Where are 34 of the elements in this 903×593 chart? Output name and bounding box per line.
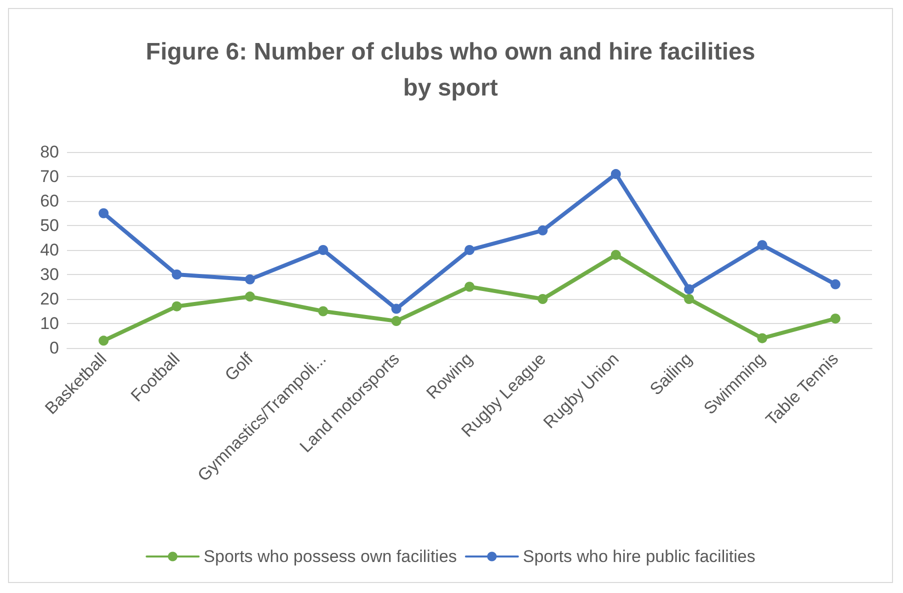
point [538,294,548,304]
y-tick-label: 20 [40,290,59,308]
point [757,240,768,250]
point [244,292,255,302]
point [318,306,328,316]
y-tick-label: 60 [40,192,59,210]
y-tick-label: 30 [40,265,59,284]
point [172,301,182,312]
point [98,208,109,218]
point [464,282,474,292]
point [318,245,328,255]
point [830,279,840,290]
point [391,304,402,314]
point [610,250,621,260]
chart-title: Figure 6: Number of clubs who own and hire facilities by sport [146,38,756,102]
point [610,169,621,180]
y-tick-label: 80 [40,142,59,162]
point [464,245,474,255]
point [684,294,694,304]
point [684,284,694,294]
point [757,333,768,344]
point [391,316,402,326]
y-tick-label: 70 [40,167,59,186]
y-tick-label: 50 [40,216,59,235]
point [830,314,840,324]
point [244,274,255,284]
y-tick-label: 0 [50,338,59,358]
point [98,336,109,346]
legend-label: Sports who hire public facilities [522,547,756,566]
y-tick-label: 10 [40,314,59,333]
point [538,225,548,236]
point [172,270,182,280]
y-tick-label: 40 [40,240,59,260]
legend-label: Sports who possess own facilities [204,547,457,566]
